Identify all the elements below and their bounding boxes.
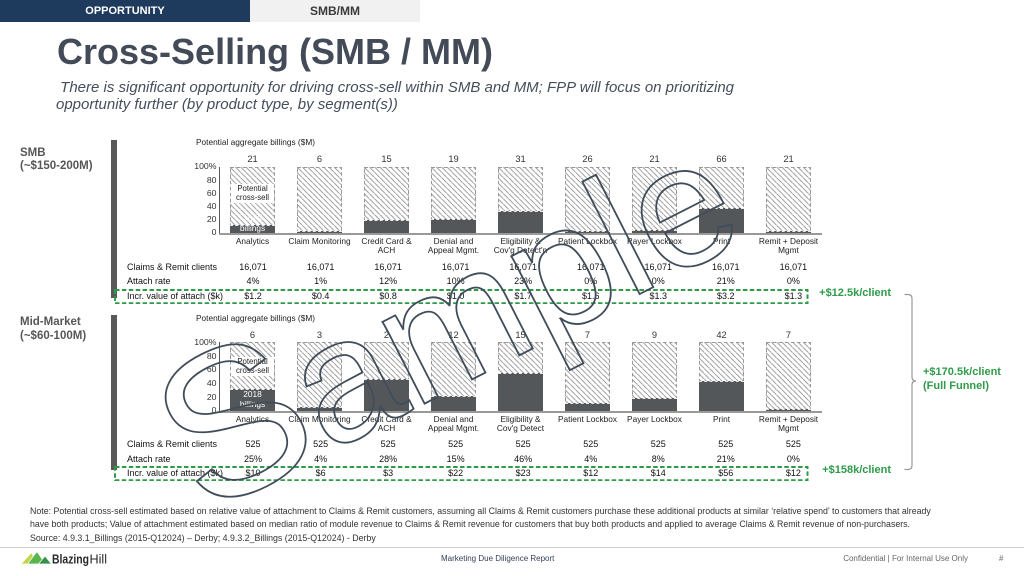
svg-text:Blazing: Blazing [52, 552, 89, 567]
svg-text:Hill: Hill [90, 552, 108, 567]
